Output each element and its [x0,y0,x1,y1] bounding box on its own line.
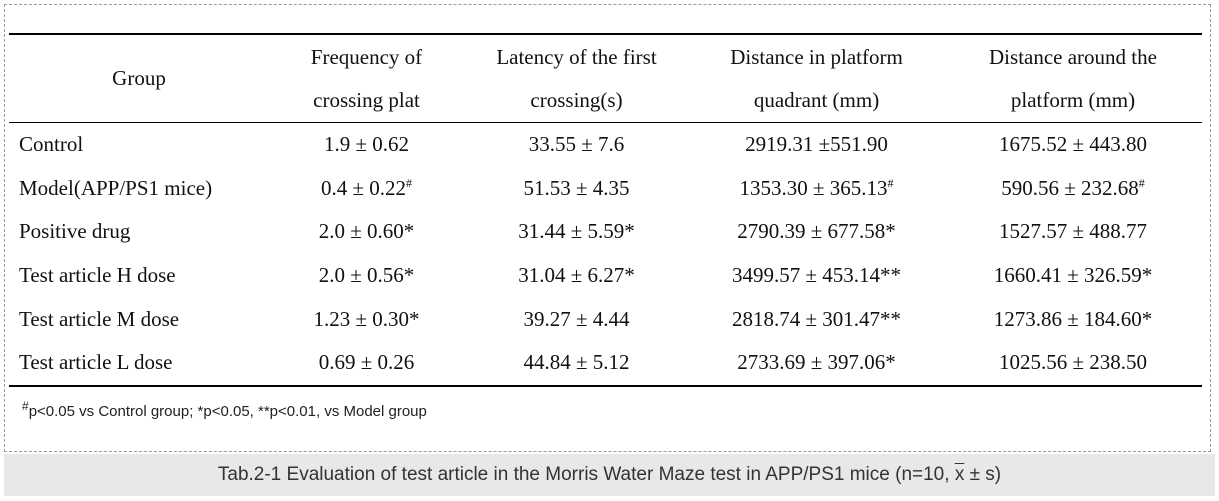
cell-latency: 33.55 ± 7.6 [528,132,625,157]
cell-quadrant-distance: 3499.57 ± 453.14** [731,263,902,288]
table-row: Positive drug 2.0 ± 0.60* 31.44 ± 5.59* 279… [9,210,1202,254]
header-around-distance: Distance around the platform (mm) [989,44,1157,112]
table-row: Test article H dose 2.0 ± 0.56* 31.04 ± 6.… [9,254,1202,298]
header-latency: Latency of the first crossing(s) [496,44,657,112]
cell-frequency: 1.9 ± 0.62 [323,132,410,157]
cell-quadrant-distance: 2919.31 ±551.90 [745,132,888,157]
cell-latency: 44.84 ± 5.12 [523,350,630,375]
cell-latency: 31.44 ± 5.59* [518,219,635,244]
cell-quadrant-distance: 2790.39 ± 677.58* [737,219,896,244]
header-group: Group [112,66,166,90]
table-row: Model(APP/PS1 mice) 0.4 ± 0.22# 51.53 ± 4.… [9,167,1202,211]
table-frame [4,4,1211,452]
cell-quadrant-distance: 2818.74 ± 301.47** [731,306,902,331]
header-row: Group Frequency of crossing plat Latency… [9,34,1202,123]
table-row: Test article L dose 0.69 ± 0.26 44.84 ± 5.… [9,341,1202,386]
footnote: #p<0.05 vs Control group; *p<0.05, **p<0… [22,399,427,420]
cell-group: Test article M dose [19,306,180,331]
table-caption: Tab.2-1 Evaluation of test article in th… [4,454,1215,496]
cell-around-distance: 1660.41 ± 326.59* [993,263,1153,288]
cell-frequency: 0.4 ± 0.22# [320,175,413,200]
cell-frequency: 1.23 ± 0.30* [313,306,420,331]
cell-frequency: 0.69 ± 0.26 [318,350,415,375]
cell-latency: 31.04 ± 6.27* [518,263,635,288]
cell-group: Model(APP/PS1 mice) [19,175,213,200]
table-row: Control 1.9 ± 0.62 33.55 ± 7.6 2919.31 ±551… [9,123,1202,167]
cell-frequency: 2.0 ± 0.56* [318,263,415,288]
cell-latency: 51.53 ± 4.35 [523,175,630,200]
cell-around-distance: 1025.56 ± 238.50 [998,350,1148,375]
table-row: Test article M dose 1.23 ± 0.30* 39.27 ± 4… [9,297,1202,341]
cell-group: Positive drug [19,219,131,244]
mean-symbol: x [954,464,965,485]
cell-quadrant-distance: 2733.69 ± 397.06* [737,350,896,375]
header-frequency: Frequency of crossing plat [310,44,423,112]
cell-group: Control [19,132,84,157]
cell-around-distance: 1273.86 ± 184.60* [993,306,1153,331]
cell-around-distance: 590.56 ± 232.68# [1001,175,1145,200]
cell-around-distance: 1527.57 ± 488.77 [998,219,1148,244]
cell-group: Test article L dose [19,350,173,375]
cell-quadrant-distance: 1353.30 ± 365.13# [739,175,894,200]
results-table: Group Frequency of crossing plat Latency… [9,33,1202,387]
cell-frequency: 2.0 ± 0.60* [318,219,415,244]
cell-around-distance: 1675.52 ± 443.80 [998,132,1148,157]
header-quadrant-distance: Distance in platform quadrant (mm) [730,44,903,112]
cell-latency: 39.27 ± 4.44 [523,306,630,331]
cell-group: Test article H dose [19,263,176,288]
